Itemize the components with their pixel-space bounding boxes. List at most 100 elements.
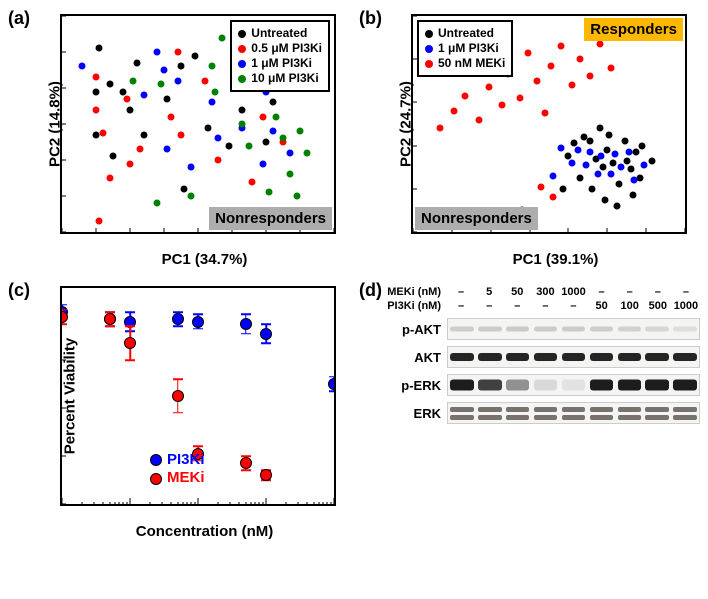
panel-d-blot: MEKi (nM)–5503001000––––PI3Ki (nM)–––––5… xyxy=(383,286,700,424)
scatter-point xyxy=(462,92,469,99)
xtick-label: 10000 xyxy=(316,504,336,506)
panel-b: (b) -8-6-4-20246-4-20246Untreated1 μM PI… xyxy=(359,8,700,270)
blot-row: p-ERK xyxy=(383,374,700,396)
blot-header-value: – xyxy=(447,300,475,312)
blot-lane xyxy=(587,375,615,395)
blot-lane xyxy=(671,403,699,423)
scatter-point xyxy=(612,151,619,158)
legend-marker xyxy=(238,30,246,38)
legend-label: MEKi xyxy=(167,469,205,488)
blot-strip xyxy=(447,318,700,340)
blot-lane xyxy=(671,347,699,367)
scatter-point xyxy=(239,106,246,113)
blot-header-value: – xyxy=(616,286,644,298)
scatter-point xyxy=(569,82,576,89)
scatter-point xyxy=(485,84,492,91)
dose-point xyxy=(260,328,272,340)
blot-lane xyxy=(532,403,560,423)
scatter-point xyxy=(140,131,147,138)
blot-lane xyxy=(476,403,504,423)
blot-band xyxy=(534,327,557,332)
blot-band xyxy=(534,415,557,420)
scatter-point xyxy=(549,172,556,179)
scatter-point xyxy=(596,41,603,48)
blot-header-value: 1000 xyxy=(559,286,587,298)
scatter-point xyxy=(106,175,113,182)
scatter-point xyxy=(604,146,611,153)
blot-header-value: – xyxy=(503,300,531,312)
panel-a-xlabel: PC1 (34.7%) xyxy=(162,251,248,268)
panel-c-ylabel: Percent Viability xyxy=(62,338,79,454)
legend-marker xyxy=(150,454,162,466)
dose-point xyxy=(104,313,116,325)
panel-b-label: (b) xyxy=(359,8,382,29)
scatter-point xyxy=(174,77,181,84)
blot-band xyxy=(506,380,529,391)
panel-d-label: (d) xyxy=(359,280,382,301)
legend-marker xyxy=(150,473,162,485)
scatter-point xyxy=(225,142,232,149)
blot-row-label: AKT xyxy=(383,350,447,365)
blot-header-value: 1000 xyxy=(672,300,700,312)
scatter-point xyxy=(273,113,280,120)
blot-band xyxy=(645,407,668,412)
scatter-point xyxy=(588,185,595,192)
blot-header-label: MEKi (nM) xyxy=(383,286,447,298)
blot-strip xyxy=(447,346,700,368)
xtick-label: 1 xyxy=(228,232,235,234)
blot-header-value: – xyxy=(672,286,700,298)
blot-band xyxy=(645,353,668,361)
dose-point xyxy=(172,313,184,325)
scatter-point xyxy=(629,192,636,199)
scatter-point xyxy=(208,63,215,70)
scatter-point xyxy=(212,88,219,95)
scatter-point xyxy=(280,135,287,142)
blot-band xyxy=(673,327,696,332)
blot-band xyxy=(450,415,473,420)
blot-band xyxy=(450,407,473,412)
blot-lane xyxy=(532,319,560,339)
scatter-point xyxy=(157,81,164,88)
scatter-point xyxy=(582,162,589,169)
scatter-point xyxy=(201,77,208,84)
scatter-point xyxy=(259,160,266,167)
blot-lane xyxy=(448,319,476,339)
blot-band xyxy=(645,415,668,420)
scatter-point xyxy=(286,149,293,156)
ytick-label: 4 xyxy=(411,52,413,67)
blot-header-value: – xyxy=(559,300,587,312)
legend-marker xyxy=(425,30,433,38)
xtick-label: -4 xyxy=(485,232,497,234)
blot-header-label: PI3Ki (nM) xyxy=(383,300,447,312)
nonresponders-badge: Nonresponders xyxy=(415,207,538,230)
scatter-point xyxy=(266,189,273,196)
scatter-point xyxy=(549,194,556,201)
legend-marker xyxy=(425,60,433,68)
xtick-label: -8 xyxy=(411,232,419,234)
scatter-point xyxy=(303,149,310,156)
ytick-label: 3 xyxy=(60,14,62,24)
ytick-label: -3 xyxy=(60,225,62,235)
blot-band xyxy=(478,353,501,361)
blot-band xyxy=(673,407,696,412)
scatter-point xyxy=(608,64,615,71)
xtick-label: 4 xyxy=(330,232,336,234)
scatter-point xyxy=(586,149,593,156)
blot-lane xyxy=(504,319,532,339)
panel-a-label: (a) xyxy=(8,8,30,29)
blot-header-value: 300 xyxy=(531,286,559,298)
legend-label: 50 nM MEKi xyxy=(438,56,505,71)
blot-band xyxy=(478,327,501,332)
panel-c-legend: PI3KiMEKi xyxy=(150,451,205,489)
xtick-label: 1000 xyxy=(252,504,281,506)
panel-b-legend: Untreated1 μM PI3Ki50 nM MEKi xyxy=(417,20,513,77)
blot-header-value: 500 xyxy=(644,300,672,312)
panel-c-label: (c) xyxy=(8,280,30,301)
legend-marker xyxy=(238,45,246,53)
blot-band xyxy=(618,407,641,412)
blot-band xyxy=(618,327,641,332)
xtick-label: 0 xyxy=(194,232,201,234)
blot-band xyxy=(590,327,613,332)
ytick-label: 6 xyxy=(411,14,413,24)
blot-lane xyxy=(587,403,615,423)
